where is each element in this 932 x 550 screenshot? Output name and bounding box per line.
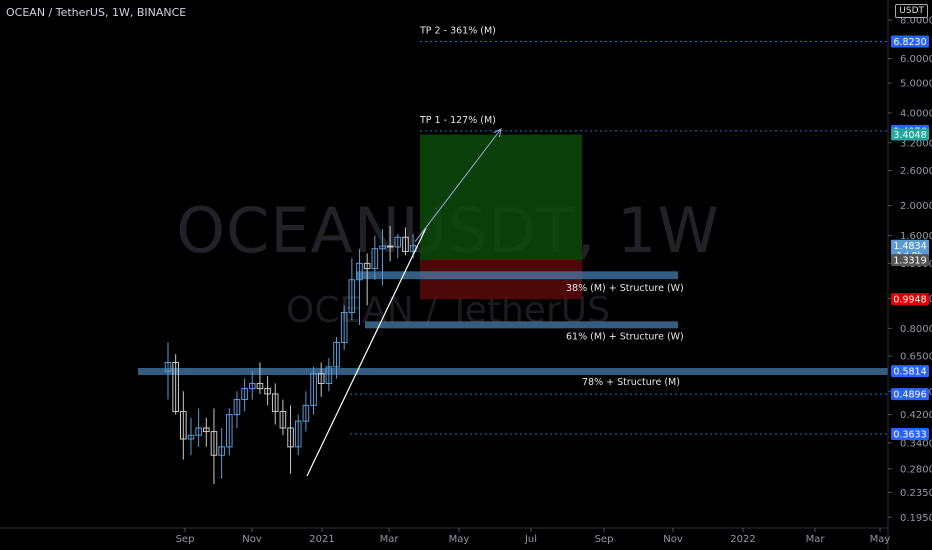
candle-body[interactable]: [203, 427, 210, 433]
price-badge-label: 0.5814: [893, 367, 926, 378]
x-tick-label: May: [449, 534, 470, 545]
level-label: TP 2 - 361% (M): [419, 25, 496, 36]
y-tick-label: 0.1950: [900, 513, 932, 524]
candle-body[interactable]: [210, 431, 218, 456]
price-badge[interactable]: [891, 293, 929, 306]
candle-body[interactable]: [180, 410, 187, 440]
candle-body[interactable]: [371, 248, 379, 270]
y-tick-label: 2.0000: [900, 201, 932, 212]
price-badge[interactable]: [891, 35, 929, 48]
support-zone[interactable]: [138, 367, 888, 375]
currency-button[interactable]: USDT: [895, 4, 928, 18]
zone-label: 61% (M) + Structure (W): [566, 332, 684, 343]
y-tick-label: 8.0000: [900, 16, 932, 27]
price-badge[interactable]: [891, 128, 929, 141]
candle-body[interactable]: [333, 341, 340, 368]
candle-body[interactable]: [287, 427, 294, 448]
candle-body[interactable]: [218, 446, 225, 456]
x-tick-label: Sep: [595, 534, 614, 545]
trendline[interactable]: [306, 227, 427, 477]
price-badge[interactable]: [891, 365, 929, 378]
y-tick-label: 3.2000: [900, 138, 932, 149]
candle-body[interactable]: [256, 382, 264, 390]
y-tick-label: 2.6000: [900, 166, 932, 177]
candle-body[interactable]: [317, 373, 325, 384]
projection-arrow[interactable]: [414, 128, 502, 243]
candle-body[interactable]: [195, 427, 202, 436]
support-zone[interactable]: [365, 321, 678, 329]
y-tick-label: 0.4200: [900, 410, 932, 421]
symbol-header: OCEAN / TetherUS, 1W, BINANCE: [6, 6, 187, 19]
price-badge[interactable]: [891, 428, 929, 441]
x-tick-label: 2021: [309, 534, 334, 545]
x-tick-label: Nov: [242, 534, 262, 545]
price-badge[interactable]: [891, 388, 929, 401]
x-tick-label: Jul: [524, 534, 537, 545]
projection-arrowhead: [493, 128, 502, 137]
price-badge[interactable]: [891, 254, 929, 267]
x-tick-label: Mar: [380, 534, 400, 545]
y-tick-label: 0.6500: [900, 352, 932, 363]
candle-body[interactable]: [402, 236, 409, 253]
candle-body[interactable]: [241, 388, 248, 401]
candle-body[interactable]: [271, 393, 279, 412]
candle-body[interactable]: [294, 420, 302, 448]
y-tick-label: 4.0000: [900, 108, 932, 119]
stop-zone[interactable]: [420, 260, 582, 300]
candle-body[interactable]: [394, 236, 402, 248]
candle-body[interactable]: [340, 312, 348, 343]
candle-body[interactable]: [279, 410, 287, 429]
candle-body[interactable]: [233, 399, 241, 416]
candle-body[interactable]: [379, 245, 386, 250]
candle-body[interactable]: [310, 373, 317, 406]
y-tick-label: 5.0000: [900, 79, 932, 90]
candle-body[interactable]: [386, 245, 394, 248]
candle-body[interactable]: [348, 279, 356, 314]
price-badge-label: 0.9948: [893, 295, 926, 306]
price-badge-label: 6.8230: [893, 37, 926, 48]
y-tick-label: 0.3400: [900, 438, 932, 449]
candle-body[interactable]: [363, 262, 371, 270]
x-tick-label: May: [870, 534, 891, 545]
candle-body[interactable]: [172, 361, 179, 412]
zone-label: 38% (M) + Structure (W): [566, 283, 684, 294]
y-tick-label: 0.2350: [900, 488, 932, 499]
target-zone[interactable]: [420, 134, 582, 261]
x-tick-label: Sep: [176, 534, 195, 545]
price-badge-label: 0.3633: [893, 430, 926, 441]
candle-body[interactable]: [302, 404, 310, 422]
price-badge-label: 3.4048: [893, 130, 926, 141]
y-tick-label: 1.6000: [900, 231, 932, 242]
price-badge-label: 0.4896: [893, 390, 926, 401]
y-tick-label: 6.0000: [900, 54, 932, 65]
candle-body[interactable]: [248, 382, 256, 390]
candle-body[interactable]: [225, 414, 233, 448]
candle-body[interactable]: [325, 366, 333, 384]
x-tick-label: Mar: [806, 534, 826, 545]
candle-body[interactable]: [264, 388, 271, 395]
price-badge-label: 1.3319: [893, 256, 926, 267]
y-tick-label: 0.2800: [900, 464, 932, 475]
price-badge-label: 1.4834: [893, 241, 926, 252]
x-tick-label: 2022: [730, 534, 755, 545]
y-tick-label: 0.8000: [900, 324, 932, 335]
level-label: 78% + Structure (M): [582, 377, 680, 388]
candle-body[interactable]: [164, 361, 172, 372]
support-zone[interactable]: [356, 271, 678, 280]
candle-body[interactable]: [187, 434, 195, 440]
x-tick-label: Nov: [663, 534, 683, 545]
candle-body[interactable]: [356, 262, 363, 281]
level-label: TP 1 - 127% (M): [419, 115, 496, 126]
